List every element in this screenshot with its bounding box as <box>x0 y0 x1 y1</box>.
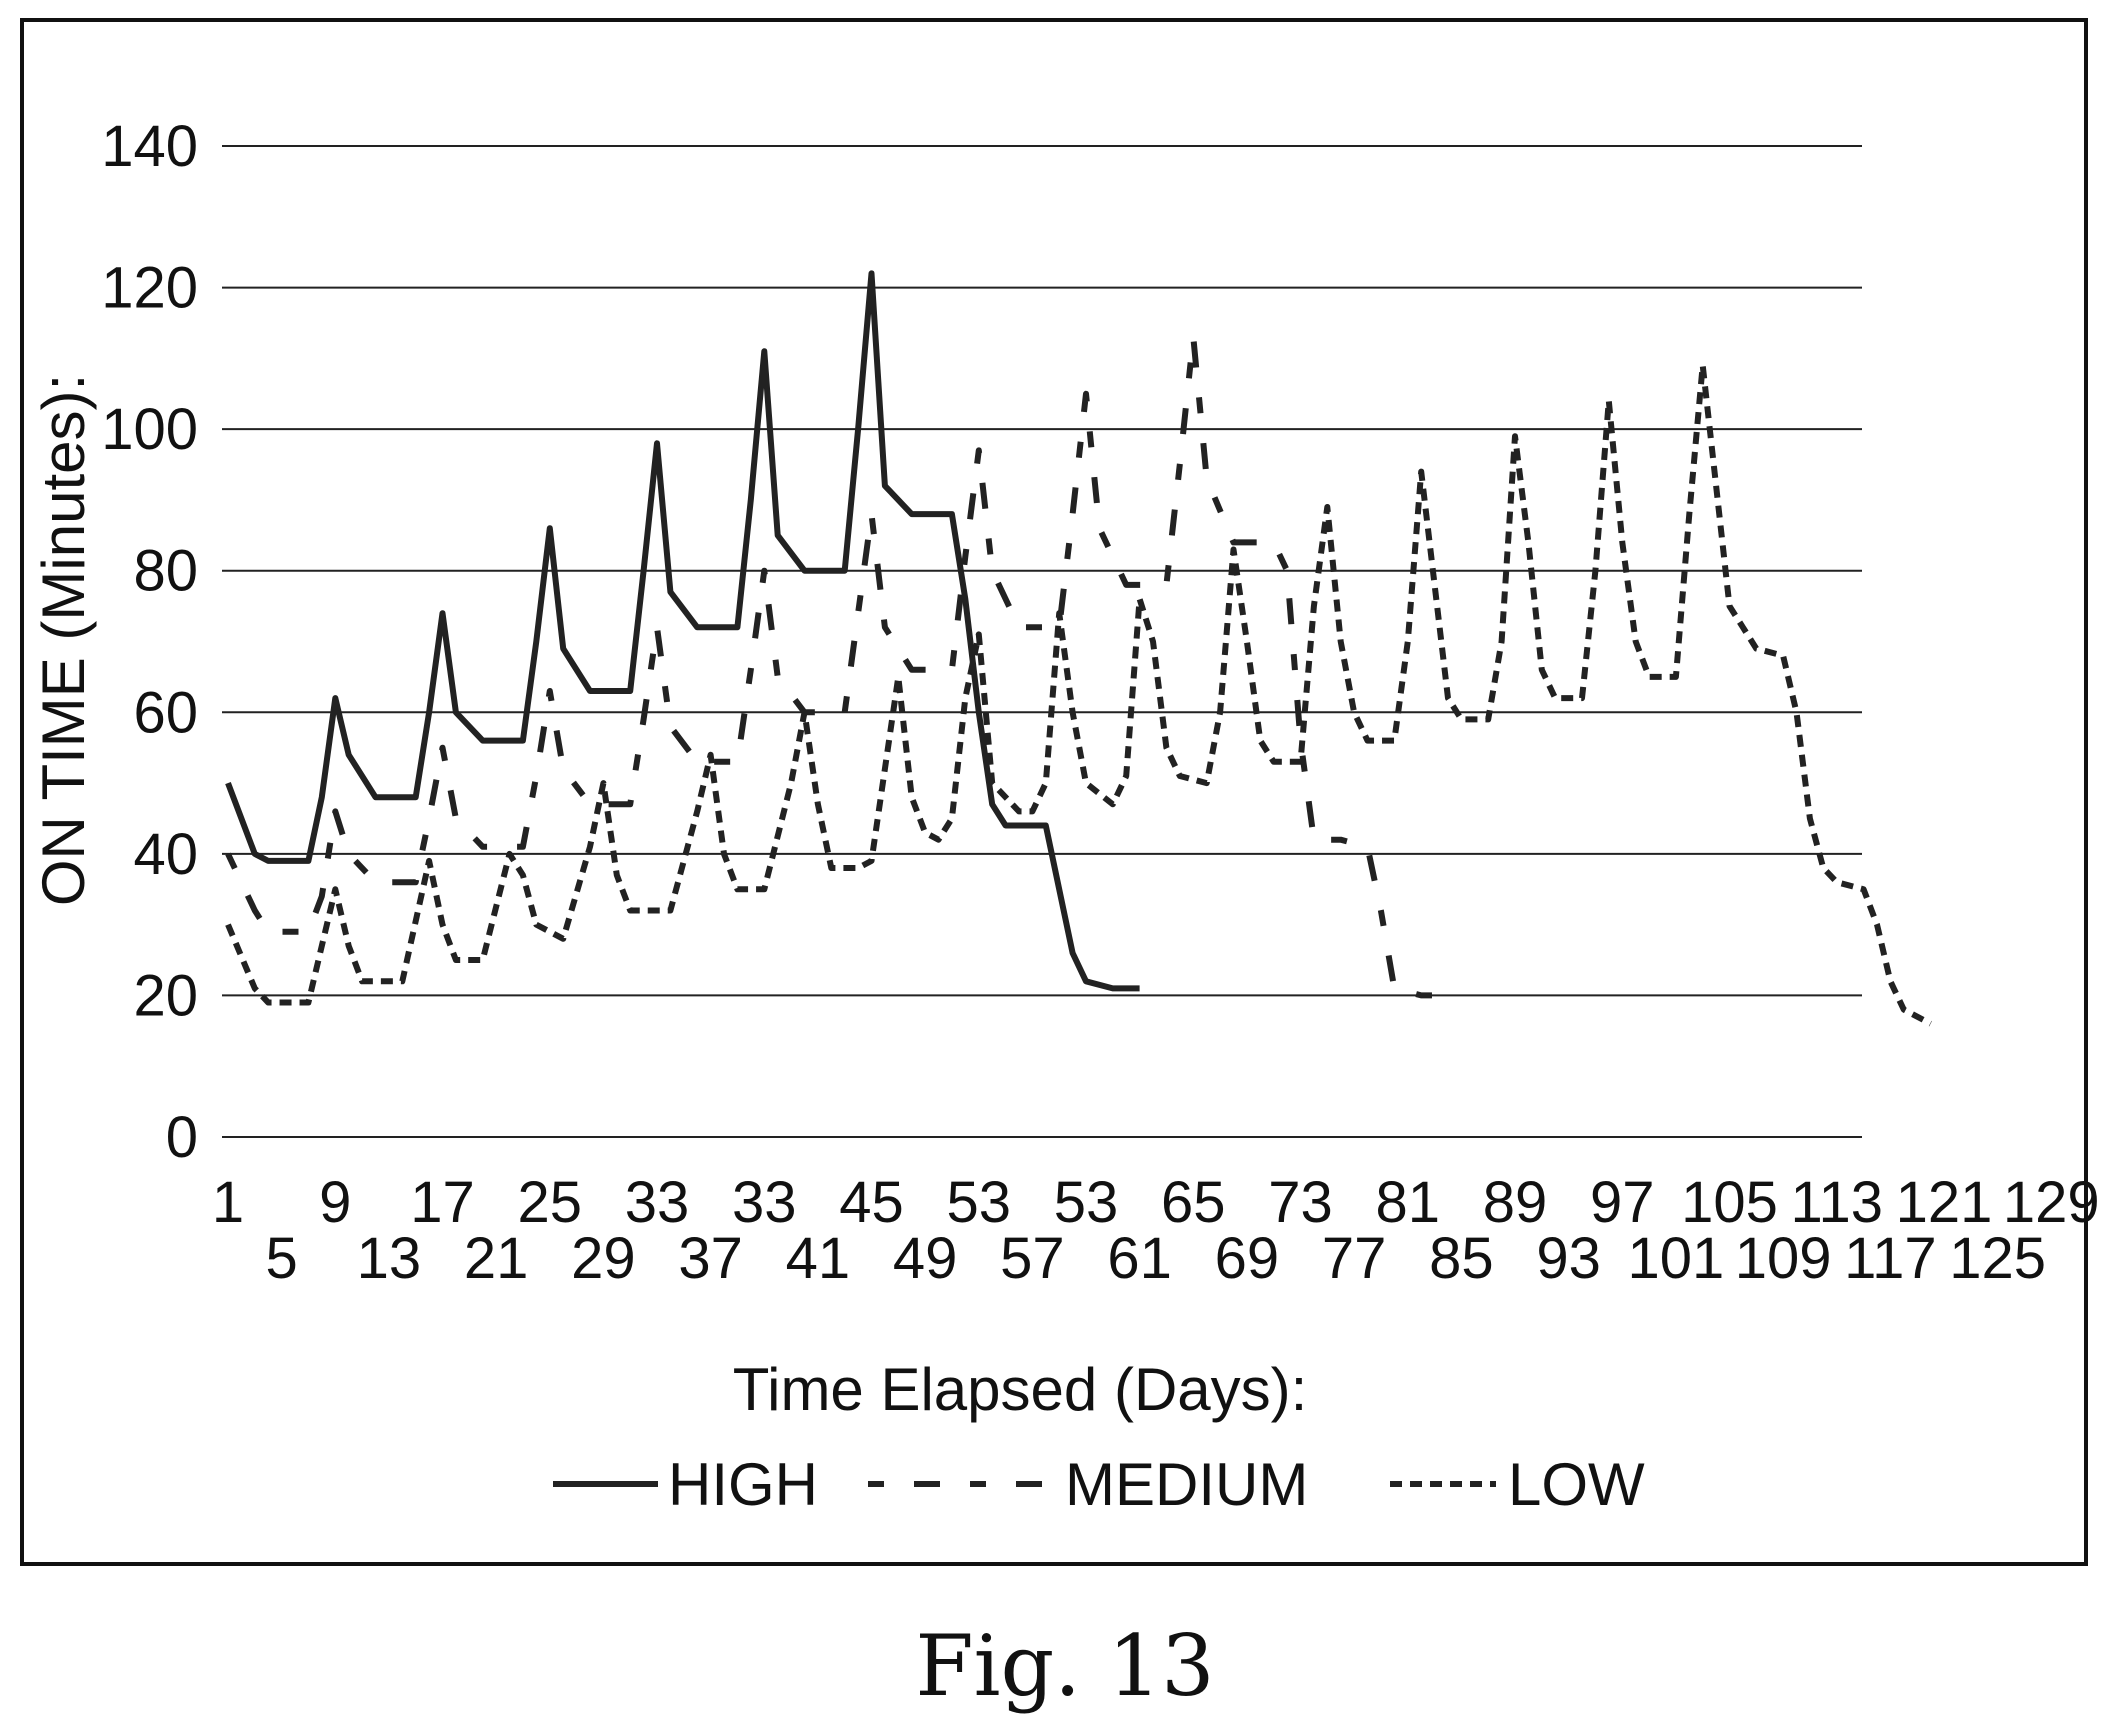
x-tick-label: 53 <box>1054 1170 1119 1235</box>
x-tick-label: 81 <box>1375 1170 1440 1235</box>
gridlines <box>222 145 1862 1138</box>
y-tick-label: 0 <box>166 1105 198 1170</box>
series-line-medium <box>225 334 1462 999</box>
y-tick-label: 100 <box>101 397 198 462</box>
x-axis-title: Time Elapsed (Days): <box>733 1356 1308 1423</box>
x-tick-label: 49 <box>893 1226 958 1291</box>
chart-frame <box>20 18 2088 1566</box>
x-tick-label: 113 <box>1791 1170 1883 1235</box>
x-tick-label: 117 <box>1844 1226 1936 1291</box>
series-lines <box>225 270 1932 1027</box>
x-tick-label: 5 <box>265 1226 297 1291</box>
x-tick-label: 109 <box>1735 1226 1832 1291</box>
x-tick-label: 53 <box>946 1170 1011 1235</box>
x-tick-label: 37 <box>678 1226 743 1291</box>
x-tick-label: 25 <box>517 1170 582 1235</box>
y-axis-title: ON TIME (Minutes): <box>30 374 97 906</box>
y-tick-labels: 0 20 40 60 80 100 120 140 <box>101 114 198 1170</box>
x-tick-label: 29 <box>571 1226 636 1291</box>
x-tick-label: 41 <box>786 1226 851 1291</box>
x-tick-label: 73 <box>1268 1170 1333 1235</box>
x-tick-label: 65 <box>1161 1170 1226 1235</box>
y-tick-label: 140 <box>101 114 198 179</box>
legend-label-medium: MEDIUM <box>1065 1451 1308 1518</box>
y-tick-label: 80 <box>133 539 198 604</box>
y-tick-label: 120 <box>101 256 198 321</box>
legend: HIGH MEDIUM LOW <box>553 1451 1645 1518</box>
x-tick-label: 85 <box>1429 1226 1494 1291</box>
y-tick-label: 60 <box>133 680 198 745</box>
x-tick-label: 121 <box>1896 1170 1993 1235</box>
x-tick-label: 45 <box>839 1170 904 1235</box>
x-tick-label: 93 <box>1536 1226 1601 1291</box>
x-tick-label: 89 <box>1483 1170 1548 1235</box>
x-tick-label: 21 <box>464 1226 529 1291</box>
x-tick-label: 17 <box>410 1170 475 1235</box>
x-tick-label: 33 <box>625 1170 690 1235</box>
x-tick-label: 77 <box>1322 1226 1387 1291</box>
series-line-low <box>225 362 1932 1027</box>
x-tick-label: 105 <box>1681 1170 1778 1235</box>
x-tick-label: 33 <box>732 1170 797 1235</box>
x-tick-label: 1 <box>212 1170 244 1235</box>
figure-caption: Fig. 13 <box>915 1617 1214 1715</box>
x-tick-label: 9 <box>319 1170 351 1235</box>
x-tick-label: 61 <box>1107 1226 1172 1291</box>
y-tick-label: 20 <box>133 963 198 1028</box>
x-tick-label: 97 <box>1590 1170 1655 1235</box>
y-tick-label: 40 <box>133 822 198 887</box>
x-tick-label: 125 <box>1949 1226 2046 1291</box>
x-tick-label: 57 <box>1000 1226 1065 1291</box>
legend-label-low: LOW <box>1508 1451 1645 1518</box>
legend-label-high: HIGH <box>668 1451 818 1518</box>
x-tick-label: 69 <box>1215 1226 1280 1291</box>
x-tick-label: 129 <box>2003 1170 2100 1235</box>
x-tick-label: 13 <box>357 1226 422 1291</box>
series-line-high <box>225 270 1140 992</box>
x-tick-label: 101 <box>1627 1226 1724 1291</box>
